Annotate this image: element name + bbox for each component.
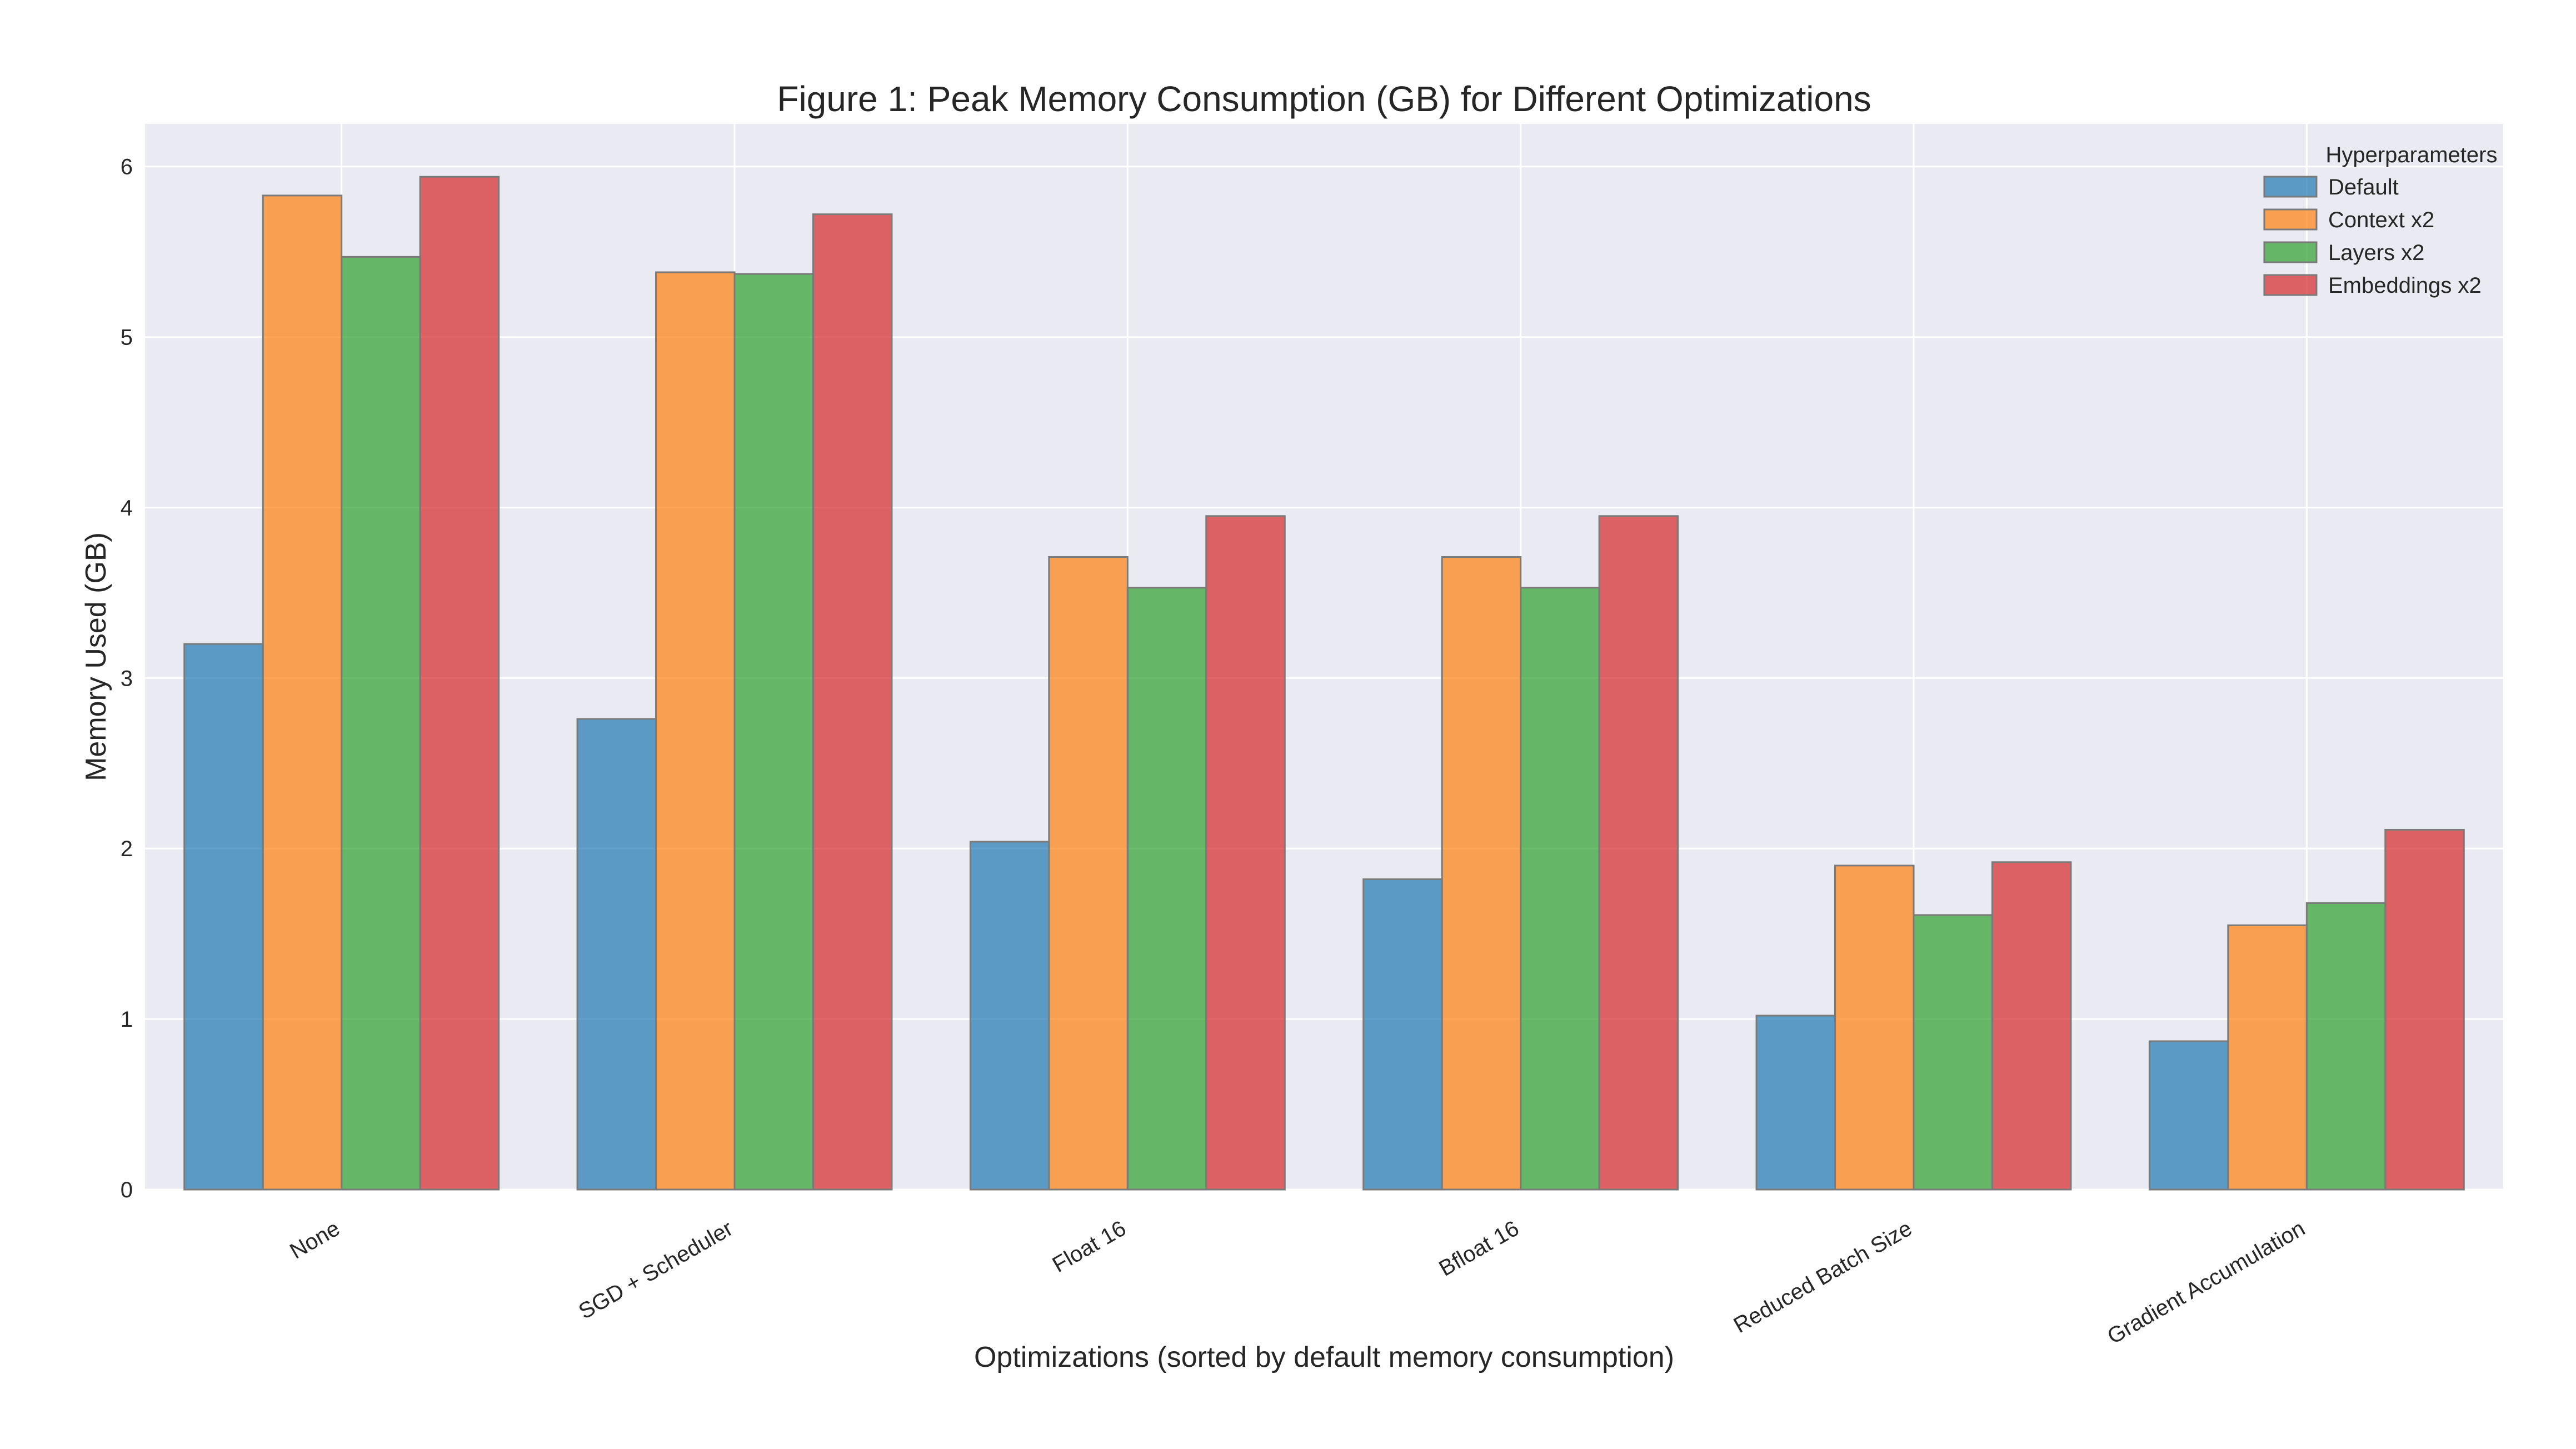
x-tick-layer: None SGD + Scheduler Float 16 Bfloat 16 Redu… xyxy=(286,1216,2309,1349)
bar xyxy=(2305,902,2387,1191)
legend-label: Context x2 xyxy=(2328,208,2434,232)
y-tick-label: 2 xyxy=(121,837,133,861)
x-tick-label: None xyxy=(286,1216,344,1264)
bar xyxy=(183,643,264,1191)
legend-title: Hyperparameters xyxy=(2325,143,2497,167)
bar xyxy=(1362,878,1443,1191)
y-tick-label: 1 xyxy=(121,1007,133,1032)
bar xyxy=(969,841,1050,1191)
bar xyxy=(2227,924,2308,1191)
bar xyxy=(655,271,736,1191)
bar xyxy=(1520,587,1600,1191)
bar xyxy=(733,273,814,1191)
bar xyxy=(1441,556,1522,1191)
y-tick-label: 5 xyxy=(121,326,133,350)
legend-label: Layers x2 xyxy=(2328,241,2424,265)
legend-swatch xyxy=(2263,176,2318,198)
bar xyxy=(2148,1040,2229,1191)
bar xyxy=(1205,515,1286,1191)
bar xyxy=(576,718,657,1191)
x-tick-label: SGD + Scheduler xyxy=(575,1216,737,1324)
legend-label: Default xyxy=(2328,175,2399,199)
bar xyxy=(1598,515,1679,1191)
y-tick-label: 3 xyxy=(121,666,133,691)
legend-swatch xyxy=(2263,208,2318,231)
bar xyxy=(1913,914,1993,1191)
bar xyxy=(1755,1015,1836,1191)
bar xyxy=(1991,861,2072,1191)
bar xyxy=(2384,828,2465,1191)
x-tick-label: Bfloat 16 xyxy=(1435,1216,1523,1281)
chart-title: Figure 1: Peak Memory Consumption (GB) f… xyxy=(777,79,1871,119)
bar-layer xyxy=(183,176,2465,1191)
x-tick-label: Float 16 xyxy=(1049,1216,1130,1277)
x-tick-label: Reduced Batch Size xyxy=(1730,1216,1916,1338)
bar xyxy=(419,176,500,1191)
bar xyxy=(1126,587,1207,1191)
legend: Hyperparameters Default Context x2 Layers … xyxy=(2263,143,2498,298)
plot-area xyxy=(145,124,2503,1190)
bar xyxy=(262,194,343,1191)
bar xyxy=(1834,865,1915,1191)
bar xyxy=(812,213,893,1191)
y-tick-label: 6 xyxy=(121,155,133,179)
bar xyxy=(341,256,421,1191)
legend-label: Embeddings x2 xyxy=(2328,273,2482,298)
x-axis-label: Optimizations (sorted by default memory … xyxy=(974,1341,1674,1373)
y-tick-label: 0 xyxy=(121,1178,133,1202)
bar xyxy=(1048,556,1129,1191)
legend-swatch xyxy=(2263,274,2318,296)
y-axis-label: Memory Used (GB) xyxy=(80,532,112,781)
legend-swatch xyxy=(2263,241,2318,263)
legend-items: Default Context x2 Layers x2 Embeddings x2 xyxy=(2263,175,2482,298)
x-tick-label: Gradient Accumulation xyxy=(2103,1216,2309,1349)
y-tick-label: 4 xyxy=(121,496,133,520)
y-tick-layer: 0 1 2 3 4 5 6 xyxy=(121,155,133,1202)
